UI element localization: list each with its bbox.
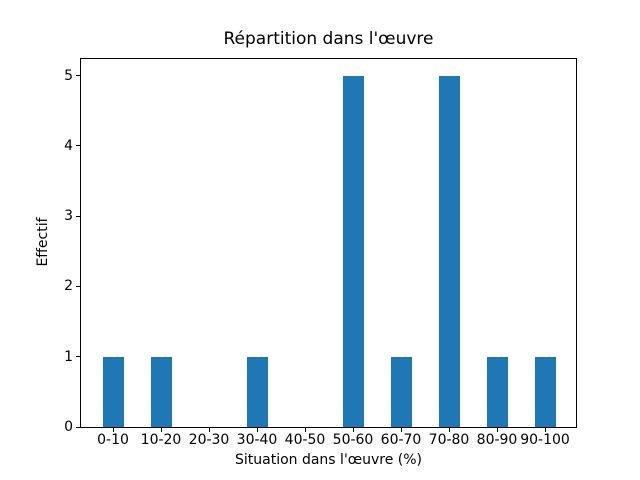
bar-60-70 <box>390 356 412 427</box>
x-tick-label: 30-40 <box>236 432 278 448</box>
x-tick-mark <box>352 428 354 432</box>
x-tick-label: 20-30 <box>188 432 230 448</box>
x-tick-mark <box>208 428 210 432</box>
x-tick-label: 90-100 <box>520 432 570 448</box>
y-tick-label: 5 <box>64 67 73 84</box>
y-tick-label: 0 <box>64 419 73 435</box>
y-tick-label: 4 <box>64 137 73 154</box>
y-tick-label: 3 <box>64 208 73 225</box>
x-tick-label: 70-80 <box>428 432 470 448</box>
bar-80-90 <box>486 356 508 427</box>
y-tick-mark <box>76 75 80 77</box>
x-tick-label: 80-90 <box>476 432 518 448</box>
y-tick-label: 2 <box>64 278 73 295</box>
y-tick-mark <box>76 426 80 428</box>
y-tick-label: 1 <box>64 348 73 365</box>
bar-10-20 <box>150 356 172 427</box>
bar-50-60 <box>342 75 364 427</box>
x-tick-mark <box>160 428 162 432</box>
x-tick-label: 40-50 <box>284 432 326 448</box>
y-axis-label: Effectif <box>35 217 51 267</box>
y-tick-mark <box>76 145 80 147</box>
x-axis-label: Situation dans l'œuvre (%) <box>234 452 423 468</box>
x-tick-label: 0-10 <box>97 432 129 448</box>
x-tick-mark <box>112 428 114 432</box>
bar-0-10 <box>102 356 124 427</box>
x-tick-label: 50-60 <box>332 432 374 448</box>
y-tick-mark <box>76 215 80 217</box>
x-tick-mark <box>256 428 258 432</box>
bar-30-40 <box>246 356 268 427</box>
x-tick-mark <box>544 428 546 432</box>
y-tick-mark <box>76 356 80 358</box>
x-tick-mark <box>304 428 306 432</box>
x-tick-mark <box>496 428 498 432</box>
x-tick-mark <box>400 428 402 432</box>
bar-70-80 <box>438 75 460 427</box>
y-tick-mark <box>76 285 80 287</box>
chart-title: Répartition dans l'œuvre <box>223 29 434 49</box>
x-tick-label: 10-20 <box>140 432 182 448</box>
bar-90-100 <box>534 356 556 427</box>
x-tick-label: 60-70 <box>380 432 422 448</box>
x-tick-mark <box>448 428 450 432</box>
